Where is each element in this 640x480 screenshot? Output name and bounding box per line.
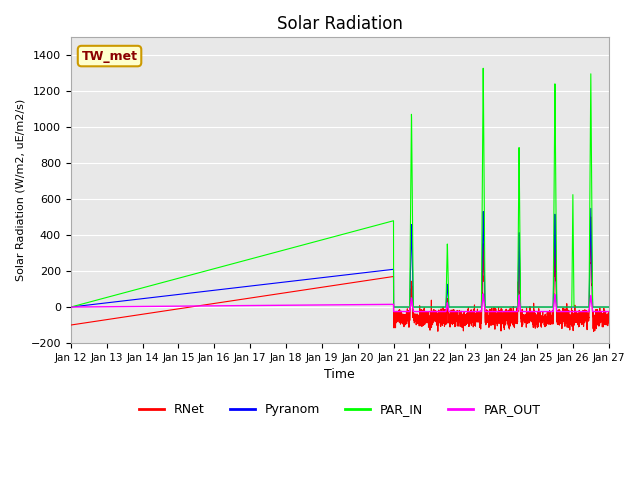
Text: TW_met: TW_met	[81, 49, 138, 62]
X-axis label: Time: Time	[324, 368, 355, 381]
Legend: RNet, Pyranom, PAR_IN, PAR_OUT: RNet, Pyranom, PAR_IN, PAR_OUT	[134, 398, 545, 421]
Y-axis label: Solar Radiation (W/m2, uE/m2/s): Solar Radiation (W/m2, uE/m2/s)	[15, 99, 25, 281]
Title: Solar Radiation: Solar Radiation	[277, 15, 403, 33]
